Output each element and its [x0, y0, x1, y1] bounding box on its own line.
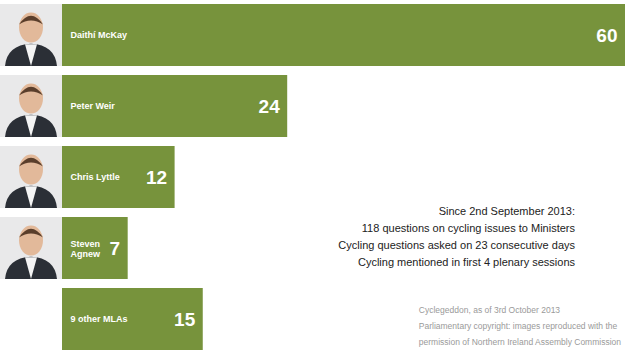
html-text:Parliamentary copyright: image: Parliamentary copyright: images reproduc…	[418, 321, 618, 331]
svg-text:Daithí McKay: Daithí McKay	[71, 30, 128, 40]
svg-text:Chris Lyttle: Chris Lyttle	[71, 172, 120, 182]
svg-text:15: 15	[174, 309, 196, 330]
svg-text:24: 24	[259, 96, 281, 117]
svg-text:7: 7	[110, 238, 121, 259]
html-text:Cyclegeddon, as of 3rd October: Cyclegeddon, as of 3rd October 2013	[418, 305, 561, 315]
svg-text:StevenAgnew: StevenAgnew	[71, 239, 102, 260]
svg-text:60: 60	[596, 25, 617, 46]
html-text:permission of Northern Ireland: permission of Northern Ireland Assembly …	[418, 337, 621, 347]
html-text:Cycling questions asked on 23: Cycling questions asked on 23 consecutiv…	[338, 239, 575, 251]
html-text:Since 2nd September 2013:: Since 2nd September 2013:	[438, 205, 575, 217]
svg-text:9 other MLAs: 9 other MLAs	[71, 314, 128, 324]
html-text:118 questions on cycling issue: 118 questions on cycling issues to Minis…	[361, 222, 575, 234]
svg-text:12: 12	[146, 167, 167, 188]
svg-text:Peter Weir: Peter Weir	[71, 101, 116, 111]
html-text:Cycling mentioned in first 4 p: Cycling mentioned in first 4 plenary ses…	[358, 256, 575, 268]
